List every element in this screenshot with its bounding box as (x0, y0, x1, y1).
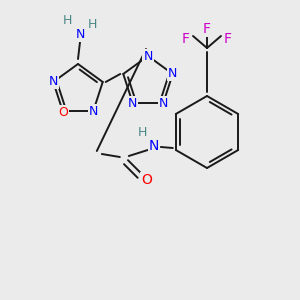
Text: H: H (87, 17, 97, 31)
Text: N: N (88, 104, 98, 118)
Text: N: N (128, 97, 137, 110)
Text: F: F (182, 32, 190, 46)
Text: F: F (203, 22, 211, 36)
Text: H: H (138, 125, 148, 139)
Text: O: O (141, 173, 152, 187)
Text: H: H (62, 14, 72, 28)
Text: N: N (148, 139, 159, 153)
Text: N: N (143, 50, 153, 62)
Text: O: O (58, 106, 68, 118)
Text: F: F (224, 32, 232, 46)
Text: N: N (159, 97, 168, 110)
Text: N: N (75, 28, 85, 40)
Text: N: N (49, 76, 58, 88)
Text: N: N (168, 68, 177, 80)
